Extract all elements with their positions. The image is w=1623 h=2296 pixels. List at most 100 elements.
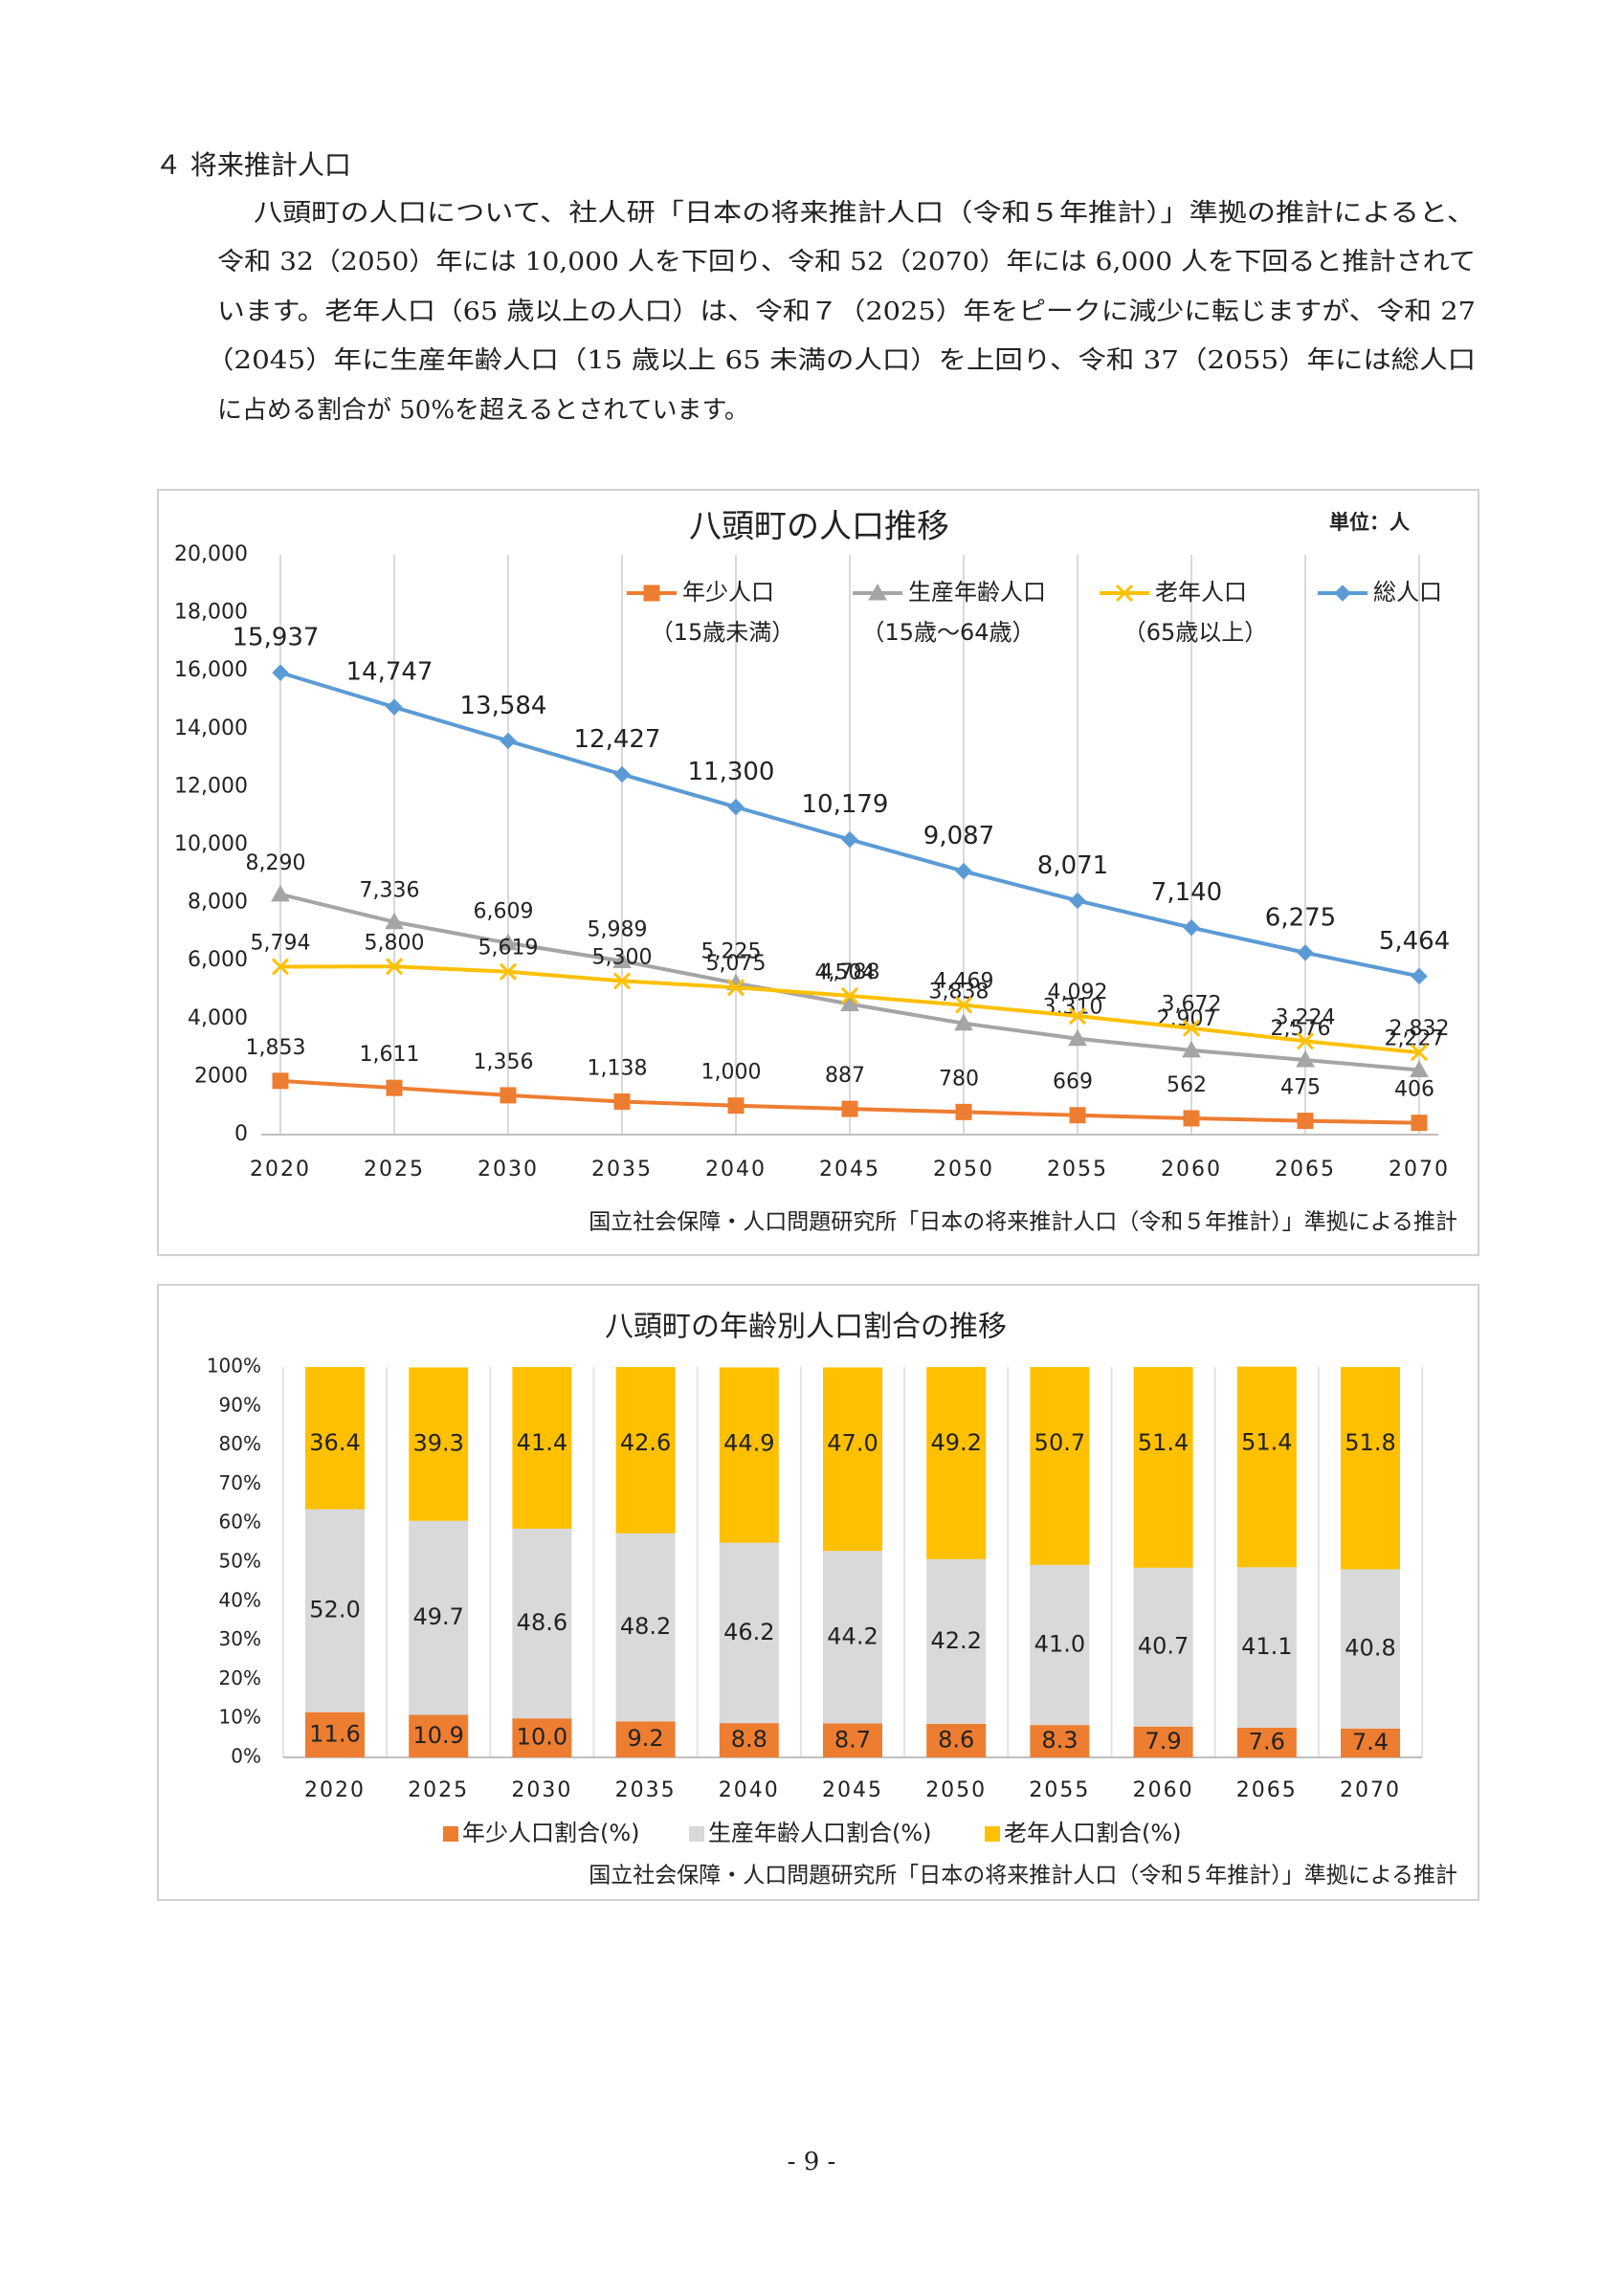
bar-segment [615,1533,676,1722]
data-label: 5,225 [701,940,762,964]
marker [726,979,745,997]
marker [841,1100,858,1117]
marker [499,933,518,951]
marker [1115,584,1134,603]
data-label: 5,989 [588,918,648,942]
marker [613,1093,631,1111]
paragraph-line: 八頭町の人口について、社人研「日本の将来推計人口（令和５年推計）」準拠の推計によ… [254,199,1476,228]
x-tick-label: 2050 [925,1778,987,1802]
data-label: 1,356 [474,1050,534,1074]
bar-segment [719,1367,779,1543]
bar-segment [1236,1366,1297,1568]
legend-sublabel: （15歳未満） [651,619,795,646]
data-label: 10,179 [802,790,889,819]
legend-label: 生産年齢人口 [908,579,1046,606]
bar-segment [823,1723,882,1757]
y-tick-label: 2000 [194,1064,248,1088]
data-label: 669 [1053,1071,1093,1094]
x-tick-label: 2055 [1029,1778,1090,1802]
y-tick-label: 50% [219,1550,261,1573]
marker [1411,1115,1428,1132]
paragraph-line: （2045）年に生産年齢人口（15 歳以上 65 未満の人口）を上回り、令和 3… [206,346,1476,375]
marker [1182,1019,1201,1037]
marker [1297,1113,1314,1130]
x-tick-label: 2070 [1389,1158,1450,1181]
legend-label: 老年人口割合(%) [1004,1820,1182,1846]
marker [955,1103,972,1120]
bar-segment [512,1718,572,1757]
bar-segment [1236,1727,1297,1757]
data-label: 12,427 [574,725,661,754]
x-tick-label: 2025 [364,1158,425,1181]
x-tick-label: 2030 [478,1158,539,1181]
data-label: 8.7 [834,1726,871,1753]
data-label: 5,619 [478,937,539,960]
data-label: 406 [1394,1078,1434,1102]
bar-segment [305,1509,365,1712]
legend-swatch [985,1826,1000,1842]
data-label: 7,336 [360,879,420,903]
data-label: 7.6 [1249,1728,1285,1755]
marker [1069,892,1086,910]
data-label: 8.8 [731,1726,767,1753]
data-label: 7.9 [1145,1728,1182,1755]
paragraph-line: 令和 32（2050）年には 10,000 人を下回り、令和 52（2070）年… [217,248,1476,276]
data-label: 5,075 [706,952,767,976]
data-label: 9.2 [628,1725,664,1752]
y-tick-label: 16,000 [174,658,248,682]
y-tick-label: 20,000 [174,542,248,566]
data-label: 51.4 [1138,1429,1189,1456]
legend-label: 総人口 [1373,579,1442,606]
marker [613,765,631,784]
paragraph-line: います。老年人口（65 歳以上の人口）は、令和７（2025）年をピークに減少に転… [217,298,1476,326]
marker [954,996,973,1014]
marker [612,951,632,969]
marker [272,1072,289,1090]
data-label: 5,300 [592,945,653,969]
data-label: 39.3 [412,1429,463,1456]
unit-label: 単位：人 [1329,511,1410,534]
marker [386,698,403,716]
y-tick-label: 100% [207,1355,261,1378]
bar-segment [926,1367,987,1559]
y-tick-label: 8,000 [188,891,248,915]
x-tick-label: 2070 [1340,1778,1401,1802]
data-label: 1,000 [701,1061,762,1085]
legend-swatch [689,1826,704,1842]
marker [1411,967,1428,985]
data-label: 780 [939,1067,979,1091]
marker [955,862,972,880]
heading: ４ 将来推計人口 [155,149,351,181]
legend-label: 生産年齢人口割合(%) [708,1820,932,1846]
marker [643,585,660,602]
data-label: 5,464 [1379,927,1450,956]
bar-segment [1341,1728,1400,1757]
data-label: 48.2 [620,1613,671,1640]
data-label: 475 [1280,1076,1321,1100]
y-tick-label: 14,000 [174,717,248,740]
marker [727,1097,745,1115]
data-label: 10.0 [517,1724,567,1751]
marker [840,986,859,1004]
data-label: 40.7 [1138,1633,1189,1660]
bar-segment [1133,1567,1193,1727]
x-tick-label: 2040 [719,1778,780,1802]
data-label: 42.2 [930,1627,981,1654]
data-label: 3,224 [1276,1005,1336,1029]
y-tick-label: 60% [219,1511,261,1534]
bar-segment [615,1721,676,1757]
data-label: 1,138 [588,1057,648,1081]
data-label: 887 [825,1064,865,1088]
marker [841,830,858,849]
data-label: 9,087 [923,822,994,850]
marker [499,962,518,981]
data-label: 1,853 [246,1036,306,1060]
data-label: 7.4 [1352,1729,1389,1755]
bar-segment [1133,1367,1193,1568]
x-tick-label: 2020 [304,1778,366,1802]
bar-segment [1030,1725,1090,1757]
data-label: 11,300 [688,758,775,786]
bar-segment [926,1558,987,1724]
y-tick-label: 70% [219,1471,261,1494]
